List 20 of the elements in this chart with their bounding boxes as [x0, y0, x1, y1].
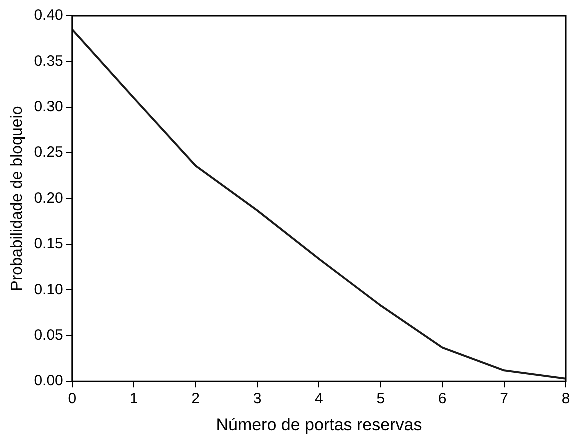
y-tick-label: 0.00 [34, 372, 64, 390]
y-tick-label: 0.40 [34, 7, 64, 24]
x-tick-label: 1 [130, 390, 138, 408]
x-axis-title: Número de portas reservas [216, 415, 422, 434]
x-tick-label: 4 [315, 390, 324, 408]
y-tick-label: 0.35 [34, 52, 64, 70]
y-tick-label: 0.10 [34, 281, 64, 298]
x-tick-label: 0 [68, 390, 77, 408]
x-tick-label: 8 [562, 390, 570, 408]
y-tick-label: 0.20 [34, 190, 64, 207]
y-axis-title: Probabilidade de bloqueio [9, 106, 26, 292]
x-tick-label: 5 [376, 390, 386, 408]
x-tick-label: 7 [500, 390, 508, 408]
x-tick-label: 2 [192, 390, 200, 408]
x-tick-label: 6 [438, 390, 447, 408]
y-tick-label: 0.05 [34, 327, 64, 344]
y-tick-label: 0.15 [34, 236, 64, 253]
y-tick-label: 0.25 [34, 144, 64, 162]
y-tick-label: 0.30 [34, 98, 64, 116]
x-tick-label: 3 [253, 390, 262, 408]
